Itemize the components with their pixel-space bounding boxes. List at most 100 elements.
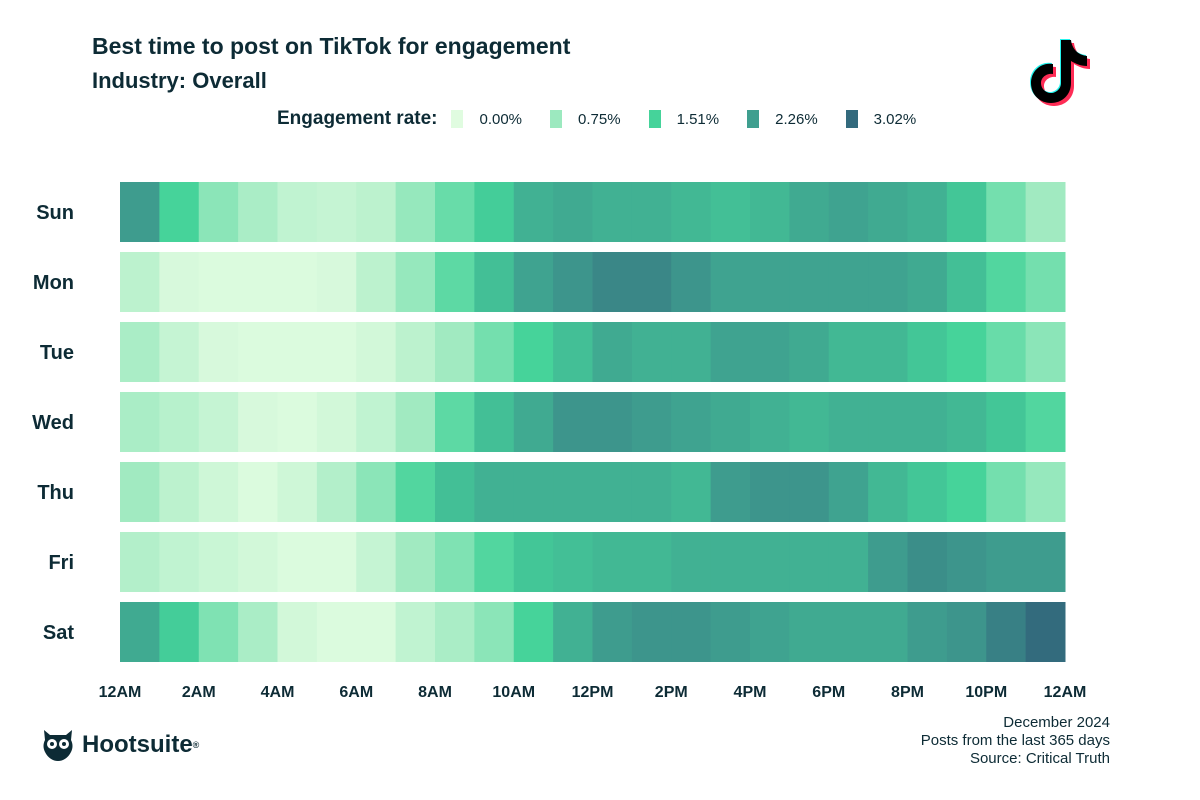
heat-cell (159, 532, 200, 592)
brand-name: Hootsuite (82, 731, 193, 758)
heat-cell (789, 322, 830, 382)
legend-label: 0.75% (578, 110, 621, 128)
heat-cell (631, 532, 672, 592)
heat-cell (356, 252, 397, 312)
heat-cell (198, 322, 239, 382)
heat-cell (828, 392, 869, 452)
heat-cell (671, 392, 712, 452)
heat-cell (1025, 602, 1066, 662)
heat-cell (316, 182, 357, 242)
legend-label: 1.51% (676, 110, 720, 128)
footer-source: Source: Critical Truth (969, 750, 1110, 767)
heat-cell (474, 602, 515, 662)
heat-cell (828, 462, 869, 522)
x-tick-label: 12AM (1044, 684, 1087, 701)
heat-cell (198, 252, 239, 312)
heat-cell (986, 462, 1027, 522)
x-tick-label: 4AM (261, 684, 295, 701)
heat-cell (316, 602, 357, 662)
heat-cell (750, 532, 790, 592)
heat-cell (710, 182, 751, 242)
heat-cell (592, 462, 633, 522)
heat-cell (868, 602, 908, 662)
heat-cell (277, 532, 318, 592)
heat-cell (120, 602, 160, 662)
x-tick-label: 8PM (891, 684, 924, 701)
heat-cell (356, 392, 397, 452)
heat-cell (592, 322, 633, 382)
legend-label: 0.00% (479, 110, 523, 128)
heat-cell (710, 532, 751, 592)
heat-cell (750, 322, 790, 382)
tiktok-logo-icon (1030, 39, 1090, 106)
legend-swatch (747, 110, 760, 128)
heat-cell (946, 532, 987, 592)
heat-cell (671, 462, 712, 522)
heat-cell (986, 532, 1027, 592)
row-label-sat: Sat (43, 622, 74, 644)
heat-cell (946, 602, 987, 662)
heat-cell (238, 532, 278, 592)
heat-cell (592, 602, 633, 662)
heat-cell (553, 602, 593, 662)
heat-cell (198, 182, 239, 242)
heat-cell (710, 462, 751, 522)
heat-cell (828, 322, 869, 382)
heat-cell (120, 322, 160, 382)
heat-cell (120, 462, 160, 522)
heat-cell (750, 462, 790, 522)
heat-cell (395, 602, 436, 662)
heat-cell (907, 602, 948, 662)
heat-cell (316, 252, 357, 312)
heat-cell (395, 532, 436, 592)
heat-cell (868, 532, 908, 592)
heat-cell (828, 532, 869, 592)
heat-cell (710, 322, 751, 382)
heat-cell (435, 182, 475, 242)
heat-cell (671, 322, 712, 382)
heat-cell (789, 392, 830, 452)
footer-date: December 2024 (1003, 714, 1110, 731)
heat-cell (198, 602, 239, 662)
heat-cell (553, 322, 593, 382)
heat-cell (120, 252, 160, 312)
row-label-thu: Thu (37, 482, 74, 504)
heat-cell (435, 252, 475, 312)
heat-cell (277, 462, 318, 522)
legend-swatch (648, 110, 661, 128)
heat-cell (277, 252, 318, 312)
x-tick-label: 12AM (99, 684, 142, 701)
x-tick-label: 4PM (734, 684, 767, 701)
heat-cell (356, 322, 397, 382)
heat-cell (316, 532, 357, 592)
heat-cell (789, 252, 830, 312)
heat-cell (592, 532, 633, 592)
heat-cell (435, 532, 475, 592)
heat-cell (356, 602, 397, 662)
heat-cell (1025, 462, 1066, 522)
heat-cell (946, 462, 987, 522)
heat-cell (238, 392, 278, 452)
heat-cell (474, 532, 515, 592)
heat-cell (474, 322, 515, 382)
heat-cell (710, 602, 751, 662)
legend-swatch (550, 110, 563, 128)
row-label-mon: Mon (33, 272, 74, 294)
heat-cell (907, 462, 948, 522)
heat-cell (316, 392, 357, 452)
heat-cell (671, 532, 712, 592)
heat-cell (120, 532, 160, 592)
heat-cell (435, 392, 475, 452)
x-tick-label: 6AM (339, 684, 373, 701)
heat-cell (750, 392, 790, 452)
heat-cell (868, 182, 908, 242)
row-label-wed: Wed (32, 412, 74, 434)
heat-cell (395, 462, 436, 522)
heat-cell (435, 602, 475, 662)
heat-cell (868, 252, 908, 312)
legend-swatch (845, 110, 858, 128)
heat-cell (750, 182, 790, 242)
heat-cell (198, 532, 239, 592)
heat-cell (868, 462, 908, 522)
